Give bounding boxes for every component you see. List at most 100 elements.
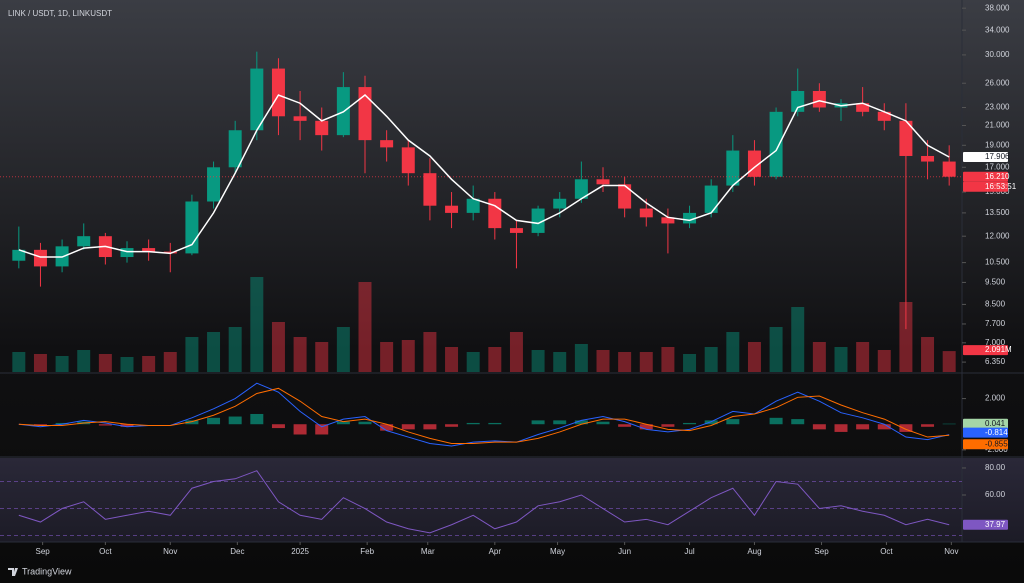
x-tick-label: 2025 [291, 547, 309, 556]
macd-hist [488, 422, 502, 425]
x-tick-label: Nov [163, 547, 177, 556]
rsi-background [0, 458, 1024, 542]
macd-hist [55, 422, 69, 425]
rsi-line [18, 470, 950, 534]
candle-body [574, 179, 588, 199]
candle-body [271, 68, 285, 117]
macd-hist [380, 424, 394, 431]
volume-bar [639, 352, 653, 372]
volume-bar [509, 332, 523, 372]
candle-body [509, 228, 523, 233]
y-tick-label: 7.000 [985, 338, 1006, 347]
macd-hist [704, 420, 718, 425]
macd-hist [921, 424, 935, 427]
macd-hist [596, 421, 610, 425]
y-tick-label: 13.500 [985, 208, 1010, 217]
signal-last-label-box [963, 439, 1008, 450]
volume-bar [55, 356, 69, 372]
y-tick-label: 2.000 [985, 394, 1006, 403]
candle-body [899, 120, 913, 156]
candle-body [293, 116, 307, 121]
volume-bar [856, 342, 870, 372]
x-tick-label: Jul [684, 547, 694, 556]
macd-hist [618, 424, 632, 427]
volume-bar [401, 340, 415, 372]
volume-bar [618, 352, 632, 372]
macd-hist [98, 424, 112, 426]
candle-body [401, 147, 415, 174]
candle-body [228, 130, 242, 168]
macd-hist [185, 420, 199, 425]
y-tick-label: 9.500 [985, 278, 1006, 287]
volume-bar [553, 352, 567, 372]
volume-bar [747, 342, 761, 372]
sma-line [18, 93, 950, 258]
volume-bar [877, 350, 891, 372]
volume-bar [77, 350, 91, 372]
volume-bar [271, 322, 285, 372]
macd-hist [228, 416, 242, 425]
hist-last-label-box [963, 418, 1008, 429]
macd-hist [293, 424, 307, 435]
volume-last-label: 2.091M [985, 345, 1012, 354]
candle-body [812, 90, 826, 108]
y-tick-label: 80.00 [985, 463, 1006, 472]
volume-bar [120, 357, 134, 372]
macd-hist [791, 419, 805, 425]
volume-bar [574, 344, 588, 372]
volume-bar [423, 332, 437, 372]
volume-bar [704, 347, 718, 372]
x-tick-label: Jun [618, 547, 631, 556]
macd-last-label-box [963, 427, 1008, 438]
y-tick-label: 60.00 [985, 490, 1006, 499]
volume-bar [899, 302, 913, 372]
y-tick-label: 38.000 [985, 3, 1010, 12]
x-tick-label: Mar [421, 547, 435, 556]
candle-body [207, 167, 221, 202]
y-tick-label: 34.000 [985, 25, 1010, 34]
x-tick-label: May [550, 547, 565, 556]
candle-body [77, 236, 91, 247]
brand: TradingView [22, 566, 72, 576]
chart-title: LINK / USDT, 1D, LINKUSDT [8, 9, 112, 18]
candle-body [33, 249, 47, 267]
y-tick-label: 10.500 [985, 258, 1010, 267]
volume-bar [336, 327, 350, 372]
x-tick-label: Apr [489, 547, 502, 556]
candle-body [358, 87, 372, 141]
brand-logo [8, 568, 18, 576]
candle-body [185, 201, 199, 254]
candle-body [488, 198, 502, 229]
volume-bar [250, 277, 264, 372]
candle-body [250, 68, 264, 131]
x-tick-label: Dec [230, 547, 244, 556]
price-last-label: 16.210 [985, 172, 1010, 181]
rsi-last-label-box [963, 519, 1008, 530]
y-tick-label: 23.000 [985, 103, 1010, 112]
candle-body [553, 198, 567, 209]
y-tick-label: 19.000 [985, 140, 1010, 149]
signal-line [18, 387, 950, 444]
macd-hist [315, 424, 329, 435]
volume-last-label-box [963, 345, 1008, 356]
sma-last-label: 17.906 [985, 152, 1010, 161]
candle-body [661, 217, 675, 224]
volume-bar [98, 354, 112, 372]
macd-hist [531, 420, 545, 425]
y-tick-label: 30.000 [985, 50, 1010, 59]
volume-bar [596, 350, 610, 372]
macd-hist [207, 417, 221, 425]
signal-last-label: -0.855 [985, 439, 1008, 448]
candle-body [315, 120, 329, 136]
sma-last-label-box [963, 152, 1008, 163]
candle-body [704, 185, 718, 213]
volume-bar [769, 327, 783, 372]
macd-hist [553, 420, 567, 425]
volume-bar [33, 354, 47, 372]
candle-body [12, 249, 26, 261]
macd-hist [639, 424, 653, 430]
candle-body [142, 248, 156, 252]
volume-bar [683, 354, 697, 372]
macd-hist [466, 422, 480, 425]
x-tick-label: Oct [880, 547, 893, 556]
